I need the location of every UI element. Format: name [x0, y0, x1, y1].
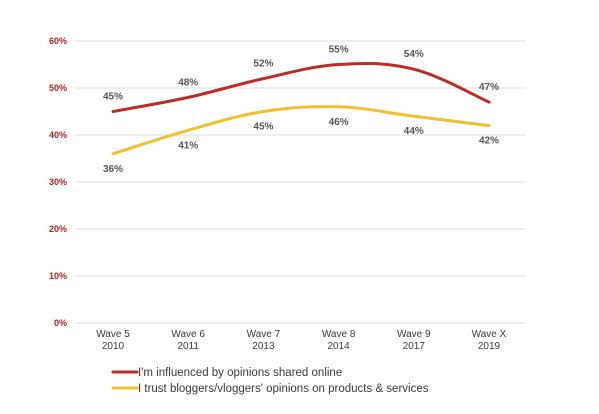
data-label-series-1: 54% — [404, 49, 424, 60]
y-axis: 0% 10% 20% 30% 40% 50% 60% — [49, 36, 67, 328]
series-line-1 — [111, 61, 491, 113]
data-label-series-2: 41% — [178, 140, 198, 151]
series-line-2 — [111, 105, 491, 156]
x-tick-label-wave: Wave X — [472, 329, 507, 340]
x-tick-label-year: 2019 — [478, 341, 501, 352]
gridlines — [75, 40, 526, 324]
data-label-series-2: 46% — [329, 117, 349, 128]
data-label-series-2: 42% — [479, 136, 499, 147]
data-label-series-1: 45% — [103, 92, 123, 103]
data-label-series-2: 45% — [253, 122, 273, 133]
data-label-series-1: 48% — [178, 77, 198, 88]
x-tick-label-year: 2013 — [252, 341, 275, 352]
x-tick-label-wave: Wave 7 — [247, 329, 281, 340]
data-label-series-1: 52% — [253, 59, 273, 70]
x-tick-label-wave: Wave 9 — [397, 329, 431, 340]
y-tick-label: 50% — [49, 83, 67, 93]
x-tick-label-wave: Wave 6 — [171, 329, 205, 340]
series-lines — [111, 61, 491, 156]
data-label-series-1: 55% — [329, 45, 349, 56]
x-tick-label-year: 2011 — [177, 341, 199, 352]
y-tick-label: 40% — [49, 130, 67, 140]
y-tick-label: 60% — [49, 36, 67, 46]
y-tick-label: 0% — [54, 318, 67, 328]
x-tick-label-year: 2017 — [403, 341, 426, 352]
y-tick-label: 20% — [49, 224, 67, 234]
data-label-series-2: 44% — [404, 126, 424, 137]
data-label-series-1: 47% — [479, 82, 499, 93]
data-label-series-2: 36% — [103, 164, 123, 175]
x-tick-label-year: 2014 — [327, 341, 350, 352]
legend-label-1: I'm influenced by opinions shared online — [138, 367, 342, 379]
x-tick-label-year: 2010 — [102, 341, 125, 352]
legend-label-2: I trust bloggers/vloggers' opinions on p… — [138, 383, 429, 395]
legend: I'm influenced by opinions shared online… — [111, 367, 429, 395]
x-tick-label-wave: Wave 8 — [322, 329, 356, 340]
y-tick-label: 10% — [49, 271, 67, 281]
x-tick-label-wave: Wave 5 — [96, 329, 130, 340]
data-labels: 45% 48% 52% 55% 54% 47% 36% 41% 45% 46% 44% 42% — [103, 45, 499, 175]
y-tick-label: 30% — [49, 177, 67, 187]
